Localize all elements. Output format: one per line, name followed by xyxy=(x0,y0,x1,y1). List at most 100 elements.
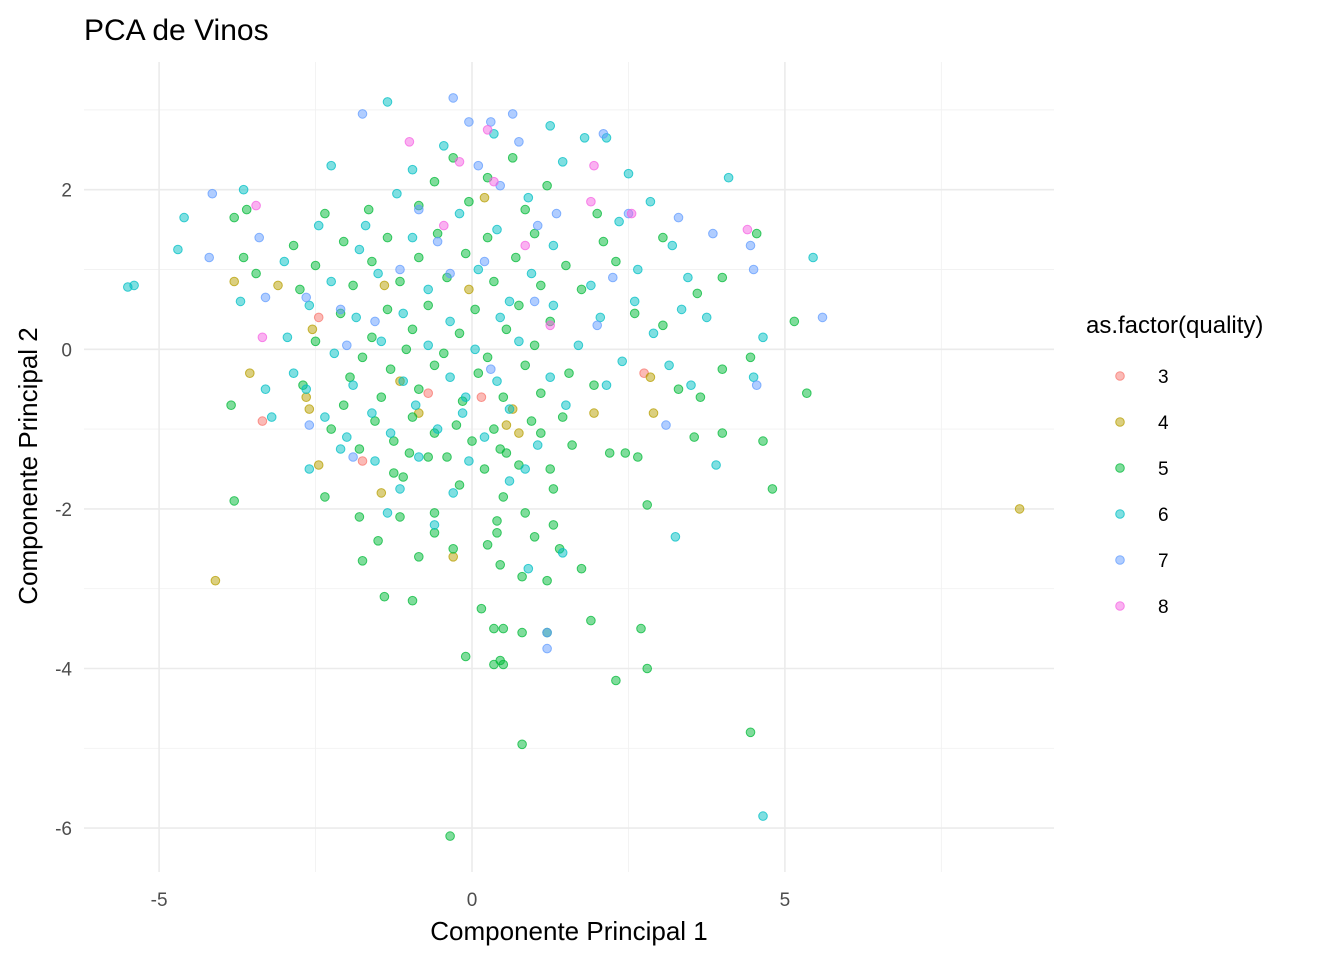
data-point-quality-6 xyxy=(701,312,712,323)
legend-label-8: 8 xyxy=(1158,597,1169,618)
data-point-quality-6 xyxy=(545,372,556,383)
data-point-quality-5 xyxy=(354,512,365,522)
data-point-quality-5 xyxy=(642,500,653,510)
data-point-quality-7 xyxy=(542,643,552,654)
data-point-quality-6 xyxy=(179,212,189,223)
data-point-quality-6 xyxy=(676,304,687,315)
data-point-quality-5 xyxy=(529,340,540,351)
data-point-quality-5 xyxy=(407,324,418,335)
data-point-quality-8 xyxy=(586,196,596,207)
data-point-quality-8 xyxy=(742,224,753,235)
data-point-quality-6 xyxy=(376,336,387,347)
data-point-quality-7 xyxy=(304,420,315,430)
data-point-quality-5 xyxy=(576,284,587,295)
data-point-quality-7 xyxy=(507,109,518,119)
major-gridlines xyxy=(84,62,1054,872)
x-tick-label: -5 xyxy=(151,890,168,911)
data-point-quality-6 xyxy=(614,216,624,227)
data-point-quality-3 xyxy=(357,456,368,466)
data-point-quality-7 xyxy=(479,256,490,267)
data-point-quality-6 xyxy=(758,332,768,343)
data-point-quality-6 xyxy=(313,220,324,231)
data-point-quality-6 xyxy=(351,312,362,323)
legend-label-4: 4 xyxy=(1158,413,1169,434)
data-point-quality-6 xyxy=(360,220,371,231)
data-point-quality-6 xyxy=(320,412,330,422)
legend: as.factor(quality) 3 4 5 6 7 8 xyxy=(1086,312,1263,618)
data-point-quality-5 xyxy=(789,316,800,327)
data-point-quality-5 xyxy=(407,595,418,606)
data-point-quality-8 xyxy=(589,160,599,171)
data-point-quality-6 xyxy=(407,164,418,175)
legend-label-3: 3 xyxy=(1158,367,1169,388)
data-point-quality-5 xyxy=(395,276,405,287)
data-point-quality-6 xyxy=(423,340,434,351)
data-point-quality-5 xyxy=(357,556,368,566)
y-tick-label: -6 xyxy=(55,819,72,840)
data-point-quality-8 xyxy=(545,320,556,331)
data-point-quality-6 xyxy=(470,344,480,355)
y-tick-label: -4 xyxy=(55,660,72,681)
data-point-quality-5 xyxy=(423,452,434,462)
data-point-quality-5 xyxy=(695,392,706,403)
data-point-quality-5 xyxy=(241,204,252,215)
data-point-quality-6 xyxy=(460,392,471,403)
data-point-quality-5 xyxy=(423,300,434,311)
data-point-quality-6 xyxy=(504,476,515,486)
data-point-quality-6 xyxy=(129,280,139,291)
data-point-quality-5 xyxy=(548,484,559,494)
data-point-quality-6 xyxy=(504,296,515,307)
data-point-quality-5 xyxy=(520,508,531,518)
data-point-quality-6 xyxy=(304,300,315,311)
data-point-quality-6 xyxy=(288,368,299,379)
data-point-quality-7 xyxy=(745,240,756,251)
data-point-quality-5 xyxy=(658,320,668,331)
data-point-quality-5 xyxy=(529,532,540,542)
data-point-quality-6 xyxy=(548,240,559,251)
data-point-quality-5 xyxy=(689,432,700,442)
data-point-quality-8 xyxy=(404,137,415,147)
data-point-quality-6 xyxy=(370,456,380,466)
x-tick-label: 5 xyxy=(780,890,791,911)
y-axis-tick-labels: -6 -4 -2 0 2 xyxy=(55,181,72,840)
data-point-quality-5 xyxy=(389,436,399,446)
data-point-quality-6 xyxy=(407,232,418,243)
data-point-quality-5 xyxy=(439,348,449,359)
data-point-quality-5 xyxy=(414,252,424,263)
data-point-quality-5 xyxy=(482,540,493,550)
data-point-quality-5 xyxy=(395,512,405,522)
data-point-quality-7 xyxy=(357,109,368,119)
data-point-quality-6 xyxy=(473,264,484,275)
data-point-quality-5 xyxy=(414,552,424,562)
data-point-quality-5 xyxy=(611,675,621,686)
data-point-quality-5 xyxy=(363,204,374,215)
data-point-quality-5 xyxy=(460,248,471,259)
data-point-quality-6 xyxy=(548,300,559,311)
data-point-quality-6 xyxy=(326,276,337,287)
legend-title: as.factor(quality) xyxy=(1086,312,1263,339)
data-point-quality-5 xyxy=(717,272,728,283)
data-point-quality-5 xyxy=(636,623,646,634)
data-point-quality-5 xyxy=(482,352,493,363)
data-point-quality-5 xyxy=(454,328,465,339)
data-point-quality-5 xyxy=(464,196,474,207)
data-point-quality-5 xyxy=(592,208,603,219)
data-point-quality-5 xyxy=(454,480,465,490)
data-point-quality-7 xyxy=(486,364,496,375)
data-point-quality-6 xyxy=(748,372,759,383)
data-point-quality-7 xyxy=(748,264,759,275)
data-point-quality-8 xyxy=(489,176,499,187)
data-point-quality-6 xyxy=(573,340,584,351)
data-point-quality-5 xyxy=(517,739,527,750)
data-point-quality-8 xyxy=(520,240,531,251)
y-axis-title: Componente Principal 2 xyxy=(13,327,43,605)
data-point-quality-3 xyxy=(423,388,434,399)
data-point-quality-6 xyxy=(348,380,358,391)
data-point-quality-5 xyxy=(542,575,552,586)
data-point-quality-5 xyxy=(611,256,621,267)
data-point-quality-5 xyxy=(495,444,506,454)
data-point-quality-5 xyxy=(673,384,684,395)
data-point-quality-4 xyxy=(304,404,315,414)
data-point-quality-6 xyxy=(683,272,693,283)
data-point-quality-6 xyxy=(711,460,721,470)
